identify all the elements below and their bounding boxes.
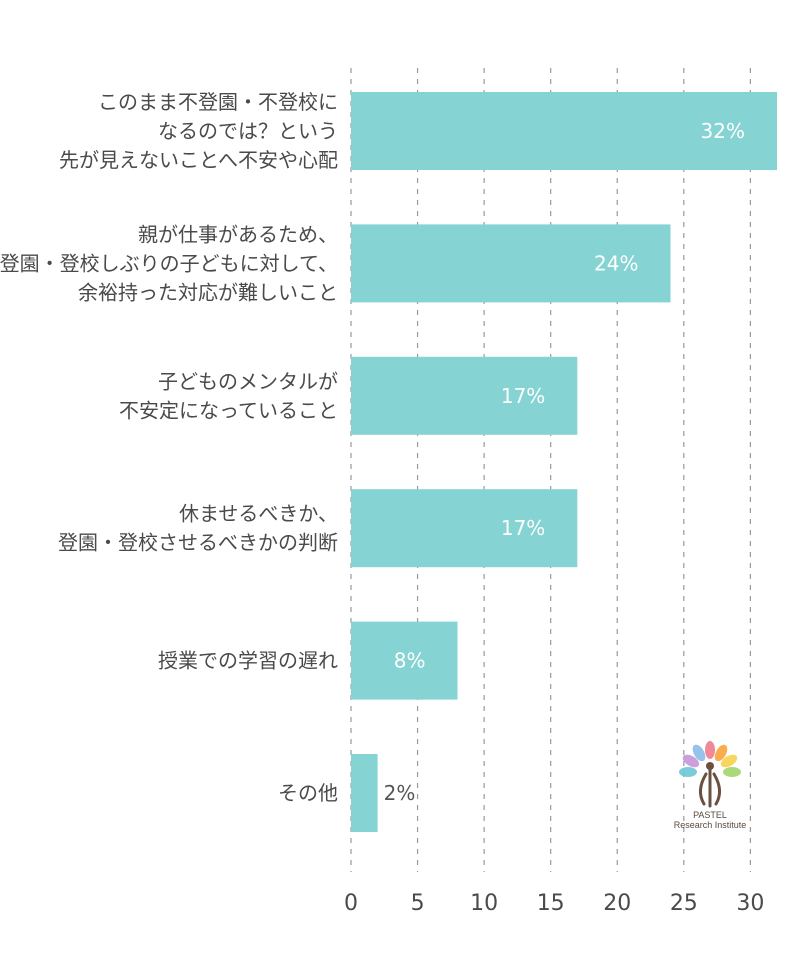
logo-petal xyxy=(705,741,715,759)
logo-figure-icon xyxy=(698,768,722,808)
logo-petal xyxy=(723,767,741,777)
logo-petal xyxy=(679,767,697,777)
category-label: 余裕持った対応が難しいこと xyxy=(78,280,338,304)
bar-value-label: 17% xyxy=(501,384,545,408)
bar xyxy=(351,754,378,832)
pastel-logo: PASTEL Research Institute xyxy=(674,741,747,830)
category-label: 不安定になっていること xyxy=(119,398,338,422)
x-tick-label: 0 xyxy=(344,891,358,916)
category-label: 登園・登校させるべきかの判断 xyxy=(58,531,338,555)
bar-value-label: 8% xyxy=(394,649,426,673)
bar-value-label: 2% xyxy=(384,781,416,805)
x-tick-label: 15 xyxy=(537,891,565,916)
x-tick-label: 10 xyxy=(470,891,498,916)
category-label: 子どものメンタルが xyxy=(158,369,338,393)
logo-text-line2: Research Institute xyxy=(674,820,747,830)
gridlines xyxy=(350,68,751,872)
category-label: 親が仕事があるため、 xyxy=(138,222,338,246)
category-label: その他 xyxy=(278,781,338,805)
bar xyxy=(351,356,578,435)
bar-value-label: 24% xyxy=(594,251,638,275)
logo-head-icon xyxy=(706,762,714,770)
category-label: 授業での学習の遅れ xyxy=(158,649,338,673)
logo-petal xyxy=(714,744,728,762)
x-tick-label: 20 xyxy=(603,891,631,916)
logo-petal xyxy=(720,754,738,768)
x-tick-label: 30 xyxy=(736,891,764,916)
x-tick-label: 5 xyxy=(411,891,425,916)
logo-text-line1: PASTEL xyxy=(693,810,727,820)
x-axis-ticks: 0 5 10 15 20 25 30 xyxy=(344,891,764,916)
logo-petal xyxy=(682,754,700,768)
category-label: このまま不登園・不登校に xyxy=(98,90,338,114)
bar xyxy=(351,621,458,700)
bar-value-label: 32% xyxy=(701,119,745,143)
bar xyxy=(351,92,777,170)
category-label: 登園・登校しぶりの子どもに対して、 xyxy=(0,251,338,275)
bar xyxy=(351,224,671,303)
bar xyxy=(351,489,578,568)
category-label: なるのでは？という xyxy=(158,119,338,143)
bar-value-label: 17% xyxy=(501,516,545,540)
x-tick-label: 25 xyxy=(670,891,698,916)
category-label: 休ませるべきか、 xyxy=(179,502,338,526)
category-labels: このまま不登園・不登校になるのでは？という先が見えないことへ不安や心配親が仕事が… xyxy=(0,90,338,805)
category-label: 先が見えないことへ不安や心配 xyxy=(59,148,338,172)
logo-petal xyxy=(692,744,706,762)
bars: 32% 24% 17% 17% 8% 2% xyxy=(351,92,777,832)
logo-petals-icon xyxy=(679,741,741,777)
